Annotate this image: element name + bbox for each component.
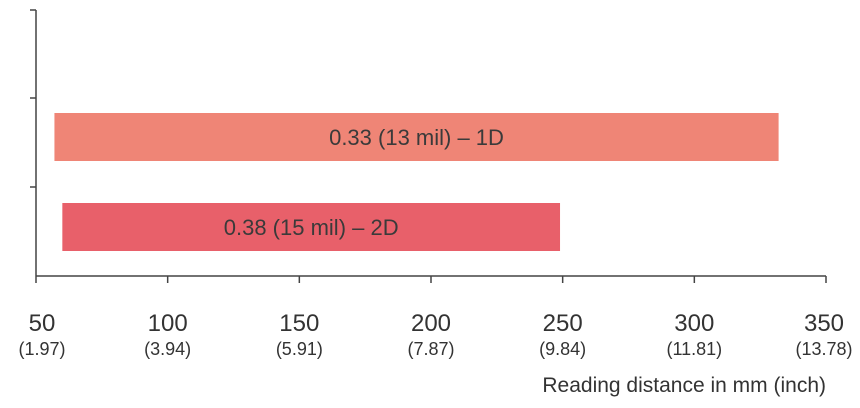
x-tick-label-mm: 200 xyxy=(411,310,451,337)
x-ticks: 50(1.97) 100(3.94) 150(5.91) 200(7.87) 250(9… xyxy=(18,276,853,359)
bar xyxy=(62,203,561,251)
x-tick-label-mm: 350 xyxy=(804,310,844,337)
x-tick-label-mm: 150 xyxy=(279,310,319,337)
x-tick-label-inch: (13.78) xyxy=(795,339,852,359)
x-tick-label-inch: (5.91) xyxy=(276,339,323,359)
x-tick-label-inch: (3.94) xyxy=(144,339,191,359)
bar xyxy=(54,113,779,161)
x-tick-label-mm: 50 xyxy=(29,310,56,337)
x-tick-label-mm: 250 xyxy=(543,310,583,337)
x-tick-label-mm: 100 xyxy=(148,310,188,337)
x-tick-label-mm: 300 xyxy=(674,310,714,337)
x-tick-label-inch: (9.84) xyxy=(539,339,586,359)
bar-label: 0.38 (15 mil) – 2D xyxy=(224,215,399,240)
x-tick-label-inch: (7.87) xyxy=(407,339,454,359)
bar-label: 0.33 (13 mil) – 1D xyxy=(329,125,504,150)
x-tick-label-inch: (11.81) xyxy=(666,339,722,359)
bars: 0.33 (13 mil) – 1D 0.38 (15 mil) – 2D xyxy=(54,113,779,251)
x-axis-title: Reading distance in mm (inch) xyxy=(542,374,826,397)
x-tick-label-inch: (1.97) xyxy=(18,339,65,359)
